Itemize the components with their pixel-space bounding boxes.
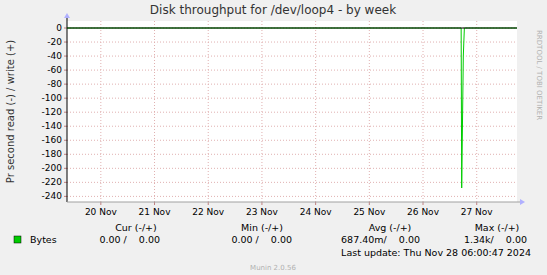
grid-line <box>369 21 370 202</box>
grid-line <box>67 112 517 113</box>
grid-line <box>154 21 155 202</box>
y-axis-label: Pr second read (-) / write (+) <box>5 40 16 183</box>
y-tick-label: -40 <box>47 51 62 61</box>
zero-line <box>67 28 517 29</box>
grid-line <box>67 168 517 169</box>
grid-line <box>67 98 517 99</box>
y-tick-label: -220 <box>42 177 63 187</box>
x-tick-label: 20 Nov <box>85 207 118 217</box>
y-tick-label: -20 <box>47 37 62 47</box>
grid-line <box>67 126 517 127</box>
legend-header: Max (-/+) <box>475 222 520 233</box>
axis-arrow <box>64 13 70 18</box>
plot-area <box>67 21 517 202</box>
grid-line <box>67 70 517 71</box>
grid-line <box>67 154 517 155</box>
x-tick-label: 26 Nov <box>407 207 440 217</box>
x-axis <box>67 202 521 203</box>
grid-line <box>315 21 316 202</box>
y-tick-label: -200 <box>42 163 63 173</box>
series-group <box>67 28 517 188</box>
grid-line <box>100 21 101 202</box>
grid-line <box>67 56 517 57</box>
x-tick-label: 21 Nov <box>139 207 172 217</box>
y-tick-label: -180 <box>42 149 63 159</box>
grid-line <box>476 21 477 202</box>
grid-line <box>208 21 209 202</box>
y-tick-label: -60 <box>47 65 62 75</box>
y-tick-label: -100 <box>42 93 63 103</box>
y-tick-label: 0 <box>56 23 62 33</box>
grid-line <box>261 21 262 202</box>
y-tick-label: -140 <box>42 121 63 131</box>
background <box>0 0 547 275</box>
credit: RRDTOOL / TOBI OETIKER <box>535 30 543 120</box>
legend-value: 1.34k/ 0.00 <box>464 234 527 245</box>
grid-line <box>423 21 424 202</box>
series-line <box>67 28 517 188</box>
y-tick-label: -120 <box>42 107 63 117</box>
grid-line <box>67 196 517 197</box>
y-tick-label: -160 <box>42 135 63 145</box>
y-tick-label: -80 <box>47 79 62 89</box>
x-tick-label: 24 Nov <box>300 207 333 217</box>
legend-label: Bytes <box>30 234 57 245</box>
grid-line <box>67 84 517 85</box>
legend-header: Min (-/+) <box>241 222 283 233</box>
y-tick-label: -240 <box>42 191 63 201</box>
grid-line <box>67 42 517 43</box>
grid-line <box>67 182 517 183</box>
last-update: Last update: Thu Nov 28 06:00:47 2024 <box>341 247 531 258</box>
x-tick-label: 23 Nov <box>246 207 279 217</box>
title: Disk throughput for /dev/loop4 - by week <box>150 3 396 17</box>
legend-value: 687.40m/ 0.00 <box>341 234 420 245</box>
legend-header: Cur (-/+) <box>115 222 157 233</box>
grid-line <box>67 28 517 29</box>
chart: 0 -20 -40 -60 -80 -100 -120 -140 -160 -180 -200 -22… <box>0 0 547 275</box>
x-tick-label: 27 Nov <box>461 207 494 217</box>
x-tick-label: 22 Nov <box>192 207 225 217</box>
x-tick-label: 25 Nov <box>353 207 386 217</box>
axis-arrow <box>520 199 525 205</box>
y-axis <box>67 17 68 202</box>
footer: Munin 2.0.56 <box>250 264 296 272</box>
grid-line <box>67 140 517 141</box>
legend-swatch <box>14 236 21 243</box>
legend-header: Avg (-/+) <box>369 222 412 233</box>
legend-value: 0.00 / 0.00 <box>231 234 292 245</box>
legend-value: 0.00 / 0.00 <box>99 234 160 245</box>
